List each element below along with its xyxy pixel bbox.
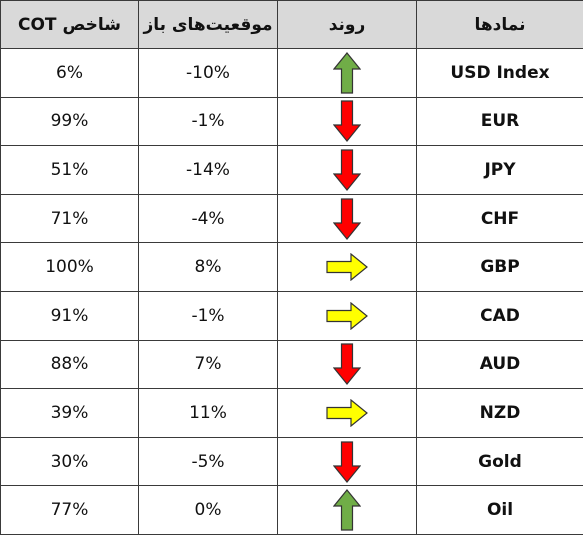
symbol-cell: Oil xyxy=(416,485,583,535)
table-row: 77% 0% Oil xyxy=(0,485,583,535)
symbol-cell: GBP xyxy=(416,242,583,292)
arrow-right-icon xyxy=(326,253,368,282)
trend-cell xyxy=(277,145,417,195)
table-row: 91% -1% CAD xyxy=(0,290,583,341)
open-positions-cell: -1% xyxy=(138,290,278,341)
arrow-down-icon xyxy=(333,149,361,191)
header-symbols: نمادها xyxy=(416,0,583,49)
cot-index-cell: 30% xyxy=(0,436,139,487)
header-cot: شاخص COT xyxy=(0,0,139,49)
table-row: 99% -1% EUR xyxy=(0,96,583,147)
open-positions-cell: 0% xyxy=(138,485,278,535)
open-positions-cell: 11% xyxy=(138,388,278,438)
arrow-right-icon xyxy=(326,301,368,330)
arrow-down-icon xyxy=(333,197,361,240)
trend-cell xyxy=(277,339,417,390)
cot-index-cell: 77% xyxy=(0,485,139,535)
cot-index-cell: 100% xyxy=(0,242,139,292)
table-row: 51% -14% JPY xyxy=(0,145,583,195)
open-positions-cell: -4% xyxy=(138,193,278,244)
arrow-up-icon xyxy=(333,51,361,94)
trend-cell xyxy=(277,193,417,244)
header-trend: روند xyxy=(277,0,417,49)
symbol-cell: CAD xyxy=(416,290,583,341)
symbol-cell: AUD xyxy=(416,339,583,390)
table-row: 39% 11% NZD xyxy=(0,388,583,438)
arrow-up-icon xyxy=(333,489,361,531)
table-row: 6% -10% USD Index xyxy=(0,48,583,98)
cot-index-cell: 88% xyxy=(0,339,139,390)
header-row: شاخص COT موقعیت‌های باز روند نمادها xyxy=(0,0,583,49)
trend-cell xyxy=(277,96,417,147)
arrow-down-icon xyxy=(333,440,361,483)
open-positions-cell: -1% xyxy=(138,96,278,147)
cot-index-cell: 39% xyxy=(0,388,139,438)
symbol-cell: Gold xyxy=(416,436,583,487)
trend-cell xyxy=(277,485,417,535)
symbol-cell: EUR xyxy=(416,96,583,147)
trend-cell xyxy=(277,242,417,292)
trend-cell xyxy=(277,388,417,438)
cot-index-cell: 99% xyxy=(0,96,139,147)
arrow-down-icon xyxy=(333,100,361,143)
symbol-cell: JPY xyxy=(416,145,583,195)
symbol-cell: USD Index xyxy=(416,48,583,98)
table-row: 100% 8% GBP xyxy=(0,242,583,292)
trend-cell xyxy=(277,436,417,487)
open-positions-cell: -5% xyxy=(138,436,278,487)
open-positions-cell: -10% xyxy=(138,48,278,98)
cot-index-cell: 51% xyxy=(0,145,139,195)
trend-cell xyxy=(277,290,417,341)
cot-index-cell: 91% xyxy=(0,290,139,341)
open-positions-cell: 7% xyxy=(138,339,278,390)
cot-index-cell: 6% xyxy=(0,48,139,98)
arrow-right-icon xyxy=(326,398,368,427)
header-positions: موقعیت‌های باز xyxy=(138,0,278,49)
symbol-cell: NZD xyxy=(416,388,583,438)
trend-cell xyxy=(277,48,417,98)
table-row: 30% -5% Gold xyxy=(0,436,583,487)
symbol-cell: CHF xyxy=(416,193,583,244)
table-row: 88% 7% AUD xyxy=(0,339,583,390)
open-positions-cell: 8% xyxy=(138,242,278,292)
arrow-down-icon xyxy=(333,343,361,386)
table-body: 6% -10% USD Index 99% -1% EUR 51% -14% JPY 71% -4%… xyxy=(0,48,583,535)
open-positions-cell: -14% xyxy=(138,145,278,195)
cot-index-cell: 71% xyxy=(0,193,139,244)
table-row: 71% -4% CHF xyxy=(0,193,583,244)
